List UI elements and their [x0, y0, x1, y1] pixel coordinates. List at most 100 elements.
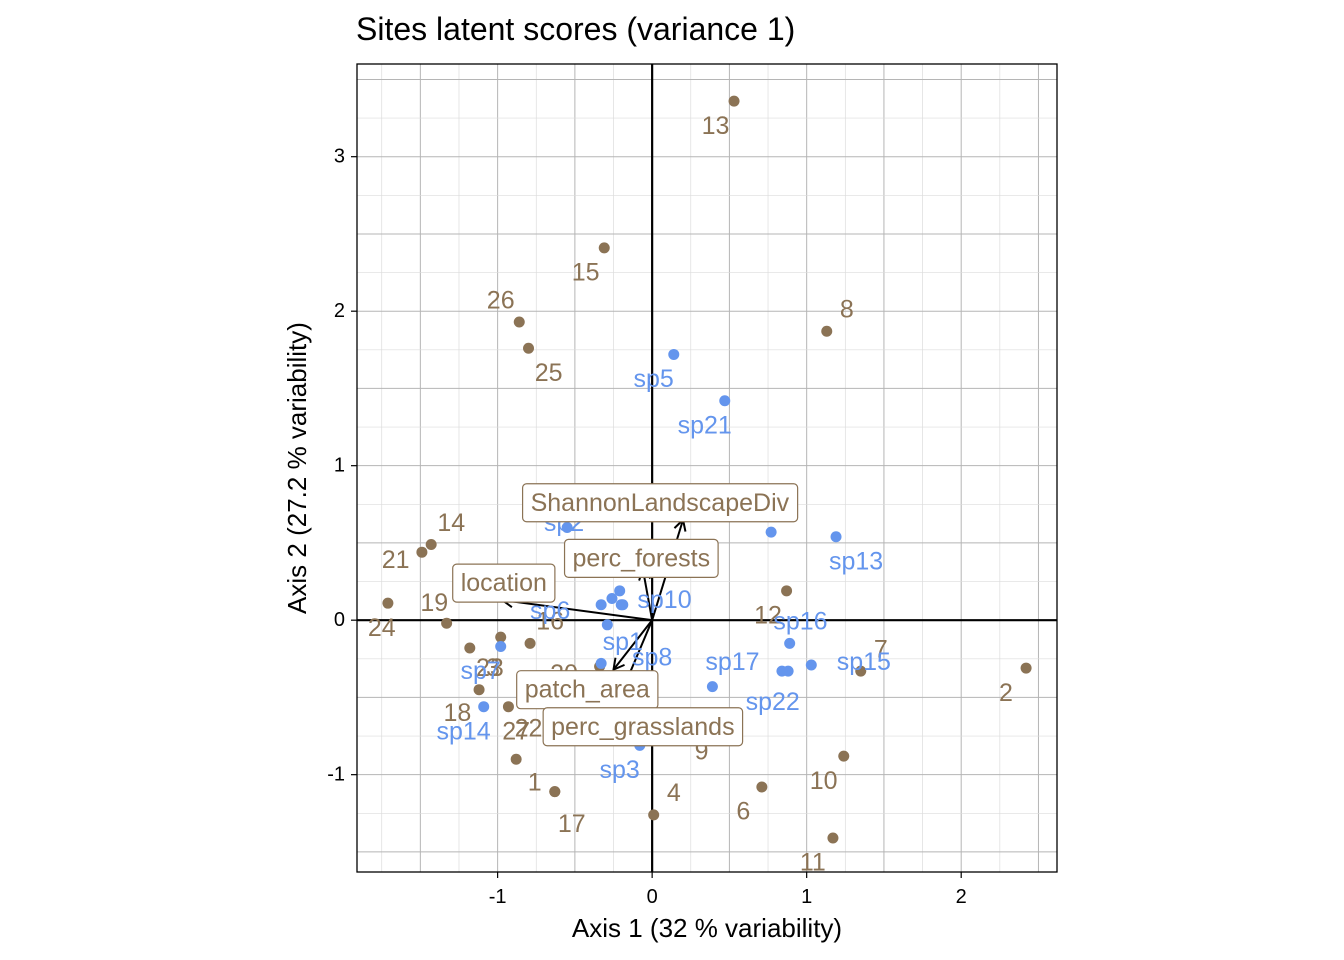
- site-point: [549, 786, 561, 798]
- site-label: 27: [502, 717, 530, 745]
- y-tick-label: 1: [334, 455, 345, 477]
- site-label: 23: [476, 654, 504, 682]
- species-label: sp13: [829, 547, 883, 575]
- species-label: sp5: [634, 365, 674, 393]
- species-label: sp3: [600, 756, 640, 784]
- species-point: [595, 657, 607, 669]
- site-point: [855, 665, 867, 677]
- x-tick-label: 1: [801, 886, 812, 908]
- site-point: [598, 242, 610, 254]
- site-label: 16: [536, 608, 564, 636]
- site-label: 14: [437, 509, 465, 537]
- site-point: [382, 597, 394, 609]
- species-point: [830, 531, 842, 543]
- site-point: [441, 617, 453, 629]
- variable-label-box: ShannonLandscapeDiv: [521, 483, 799, 523]
- site-label: 17: [558, 810, 586, 838]
- y-tick-label: 3: [334, 146, 345, 168]
- y-tick-label: -1: [327, 764, 345, 786]
- species-point: [784, 637, 796, 649]
- variable-label-bg: [521, 483, 799, 523]
- species-label: sp22: [746, 688, 800, 716]
- site-label: 25: [535, 359, 563, 387]
- site-point: [513, 316, 525, 328]
- species-point: [606, 593, 618, 605]
- species-label: sp14: [437, 717, 491, 745]
- site-point: [1020, 662, 1032, 674]
- variable-label-box: perc_forests: [563, 538, 719, 578]
- site-point: [473, 684, 485, 696]
- site-label: 19: [420, 589, 448, 617]
- variable-label: perc_forests: [573, 544, 711, 572]
- site-point: [523, 342, 535, 354]
- site-point: [425, 538, 437, 550]
- panel-border: [356, 63, 1058, 873]
- arrow-head: [612, 657, 625, 672]
- variable-arrow: [612, 619, 653, 671]
- species-point: [561, 521, 573, 533]
- site-point: [728, 95, 740, 107]
- site-point: [510, 753, 522, 765]
- species-point: [495, 640, 507, 652]
- x-tick-label: -1: [489, 886, 507, 908]
- variable-label-bg: [542, 707, 744, 747]
- variable-arrow: [502, 599, 653, 622]
- site-label: 8: [840, 296, 854, 324]
- variable-label-box: location: [452, 563, 556, 603]
- species-label: sp21: [678, 412, 732, 440]
- x-axis-title: Axis 1 (32 % variability): [572, 913, 842, 943]
- site-label: 21: [382, 546, 410, 574]
- site-label: 3: [486, 654, 500, 682]
- variable-label: patch_area: [525, 676, 650, 704]
- species-label: sp15: [837, 648, 891, 676]
- site-point: [756, 781, 768, 793]
- site-point: [464, 642, 476, 654]
- site-label: 10: [810, 767, 838, 795]
- y-tick-label: 2: [334, 300, 345, 322]
- variable-label: location: [461, 569, 547, 597]
- site-point: [416, 546, 428, 558]
- site-point: [648, 809, 660, 821]
- variable-label-box: perc_grasslands: [542, 707, 744, 747]
- species-label: sp10: [637, 586, 691, 614]
- site-label: 7: [874, 636, 888, 664]
- species-point: [595, 599, 607, 611]
- variable-label: perc_grasslands: [551, 713, 734, 741]
- species-label: sp8: [632, 643, 672, 671]
- x-tick-label: 2: [956, 886, 967, 908]
- site-label: 22: [515, 714, 543, 742]
- chart-title: Sites latent scores (variance 1): [356, 11, 795, 47]
- species-point: [776, 665, 788, 677]
- species-point: [706, 681, 718, 693]
- site-point: [838, 750, 850, 762]
- site-label: 2: [999, 679, 1013, 707]
- site-label: 15: [572, 259, 600, 287]
- site-label: 12: [754, 602, 782, 630]
- variable-label-bg: [563, 538, 719, 578]
- y-tick-label: 0: [334, 609, 345, 631]
- species-points: [478, 348, 842, 751]
- species-point: [614, 585, 626, 597]
- species-point: [601, 619, 613, 631]
- site-points: [382, 95, 1032, 844]
- site-label: 4: [667, 779, 681, 807]
- site-labels: 1234678910111213141516171819202122232425…: [368, 112, 1013, 877]
- species-point: [668, 348, 680, 360]
- site-label: 24: [368, 614, 396, 642]
- x-tick-label: 0: [647, 886, 658, 908]
- species-point: [615, 599, 627, 611]
- site-point: [827, 832, 839, 844]
- site-point: [495, 631, 507, 643]
- site-label: 1: [528, 768, 542, 796]
- site-point: [821, 325, 833, 337]
- species-point: [765, 526, 777, 538]
- variable-label-bg: [452, 563, 556, 603]
- species-label: sp17: [705, 648, 759, 676]
- site-point: [524, 637, 536, 649]
- site-label: 6: [736, 798, 750, 826]
- species-point: [719, 395, 731, 407]
- variable-label: ShannonLandscapeDiv: [531, 489, 790, 517]
